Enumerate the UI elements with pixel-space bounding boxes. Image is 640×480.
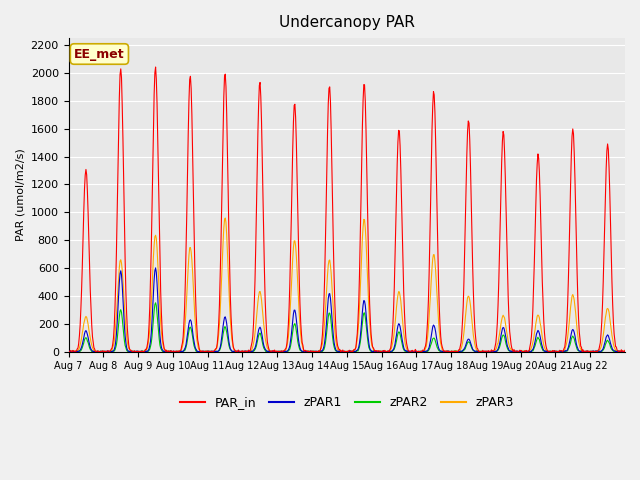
Title: Undercanopy PAR: Undercanopy PAR <box>279 15 415 30</box>
Text: EE_met: EE_met <box>74 48 125 60</box>
Y-axis label: PAR (umol/m2/s): PAR (umol/m2/s) <box>15 148 25 241</box>
Legend: PAR_in, zPAR1, zPAR2, zPAR3: PAR_in, zPAR1, zPAR2, zPAR3 <box>175 391 519 414</box>
